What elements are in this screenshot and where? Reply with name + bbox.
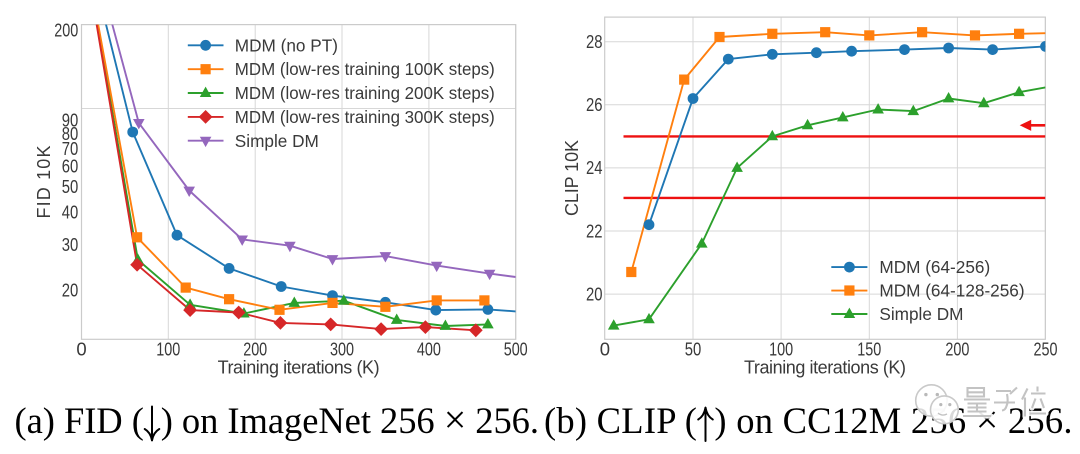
svg-text:22: 22 <box>586 220 603 241</box>
svg-text:MDM (low-res training 200K ste: MDM (low-res training 200K steps) <box>235 83 495 103</box>
svg-text:250: 250 <box>1034 339 1058 360</box>
svg-text:90: 90 <box>62 110 79 131</box>
svg-text:MDM (64-128-256): MDM (64-128-256) <box>879 281 1024 301</box>
svg-text:0: 0 <box>600 339 610 360</box>
svg-text:Training iterations (K): Training iterations (K) <box>218 358 380 378</box>
svg-text:MDM (no PT): MDM (no PT) <box>235 35 338 55</box>
svg-text:30: 30 <box>62 234 79 255</box>
svg-text:50: 50 <box>62 176 79 197</box>
svg-text:MDM (low-res training 300K ste: MDM (low-res training 300K steps) <box>235 107 495 127</box>
svg-text:28: 28 <box>586 31 603 52</box>
svg-text:FID 10K: FID 10K <box>34 146 54 219</box>
svg-text:20: 20 <box>62 280 79 301</box>
svg-text:40: 40 <box>62 201 79 222</box>
svg-text:(a) FID (↓) on ImageNet 256 ×: (a) FID (↓) on ImageNet 256 × 256. <box>15 397 540 442</box>
svg-text:24: 24 <box>586 157 603 178</box>
svg-text:20: 20 <box>586 283 603 304</box>
svg-text:60: 60 <box>62 156 79 177</box>
svg-text:400: 400 <box>417 339 441 360</box>
svg-text:200: 200 <box>54 19 78 40</box>
svg-text:MDM (low-res training 100K ste: MDM (low-res training 100K steps) <box>235 59 495 79</box>
svg-text:Training iterations (K): Training iterations (K) <box>744 358 906 378</box>
svg-text:Simple DM: Simple DM <box>879 304 963 324</box>
svg-text:Simple DM: Simple DM <box>235 131 319 151</box>
svg-text:500: 500 <box>504 339 528 360</box>
svg-text:0: 0 <box>76 339 86 360</box>
svg-text:150: 150 <box>857 339 881 360</box>
svg-text:100: 100 <box>769 339 793 360</box>
svg-text:MDM (64-256): MDM (64-256) <box>879 257 990 277</box>
svg-text:200: 200 <box>945 339 969 360</box>
svg-text:200: 200 <box>243 339 267 360</box>
svg-text:300: 300 <box>330 339 354 360</box>
svg-text:80: 80 <box>62 123 79 144</box>
svg-text:CLIP 10K: CLIP 10K <box>562 140 582 216</box>
svg-text:100: 100 <box>156 339 180 360</box>
svg-text:70: 70 <box>62 138 79 159</box>
svg-text:50: 50 <box>685 339 702 360</box>
svg-text:26: 26 <box>586 94 603 115</box>
